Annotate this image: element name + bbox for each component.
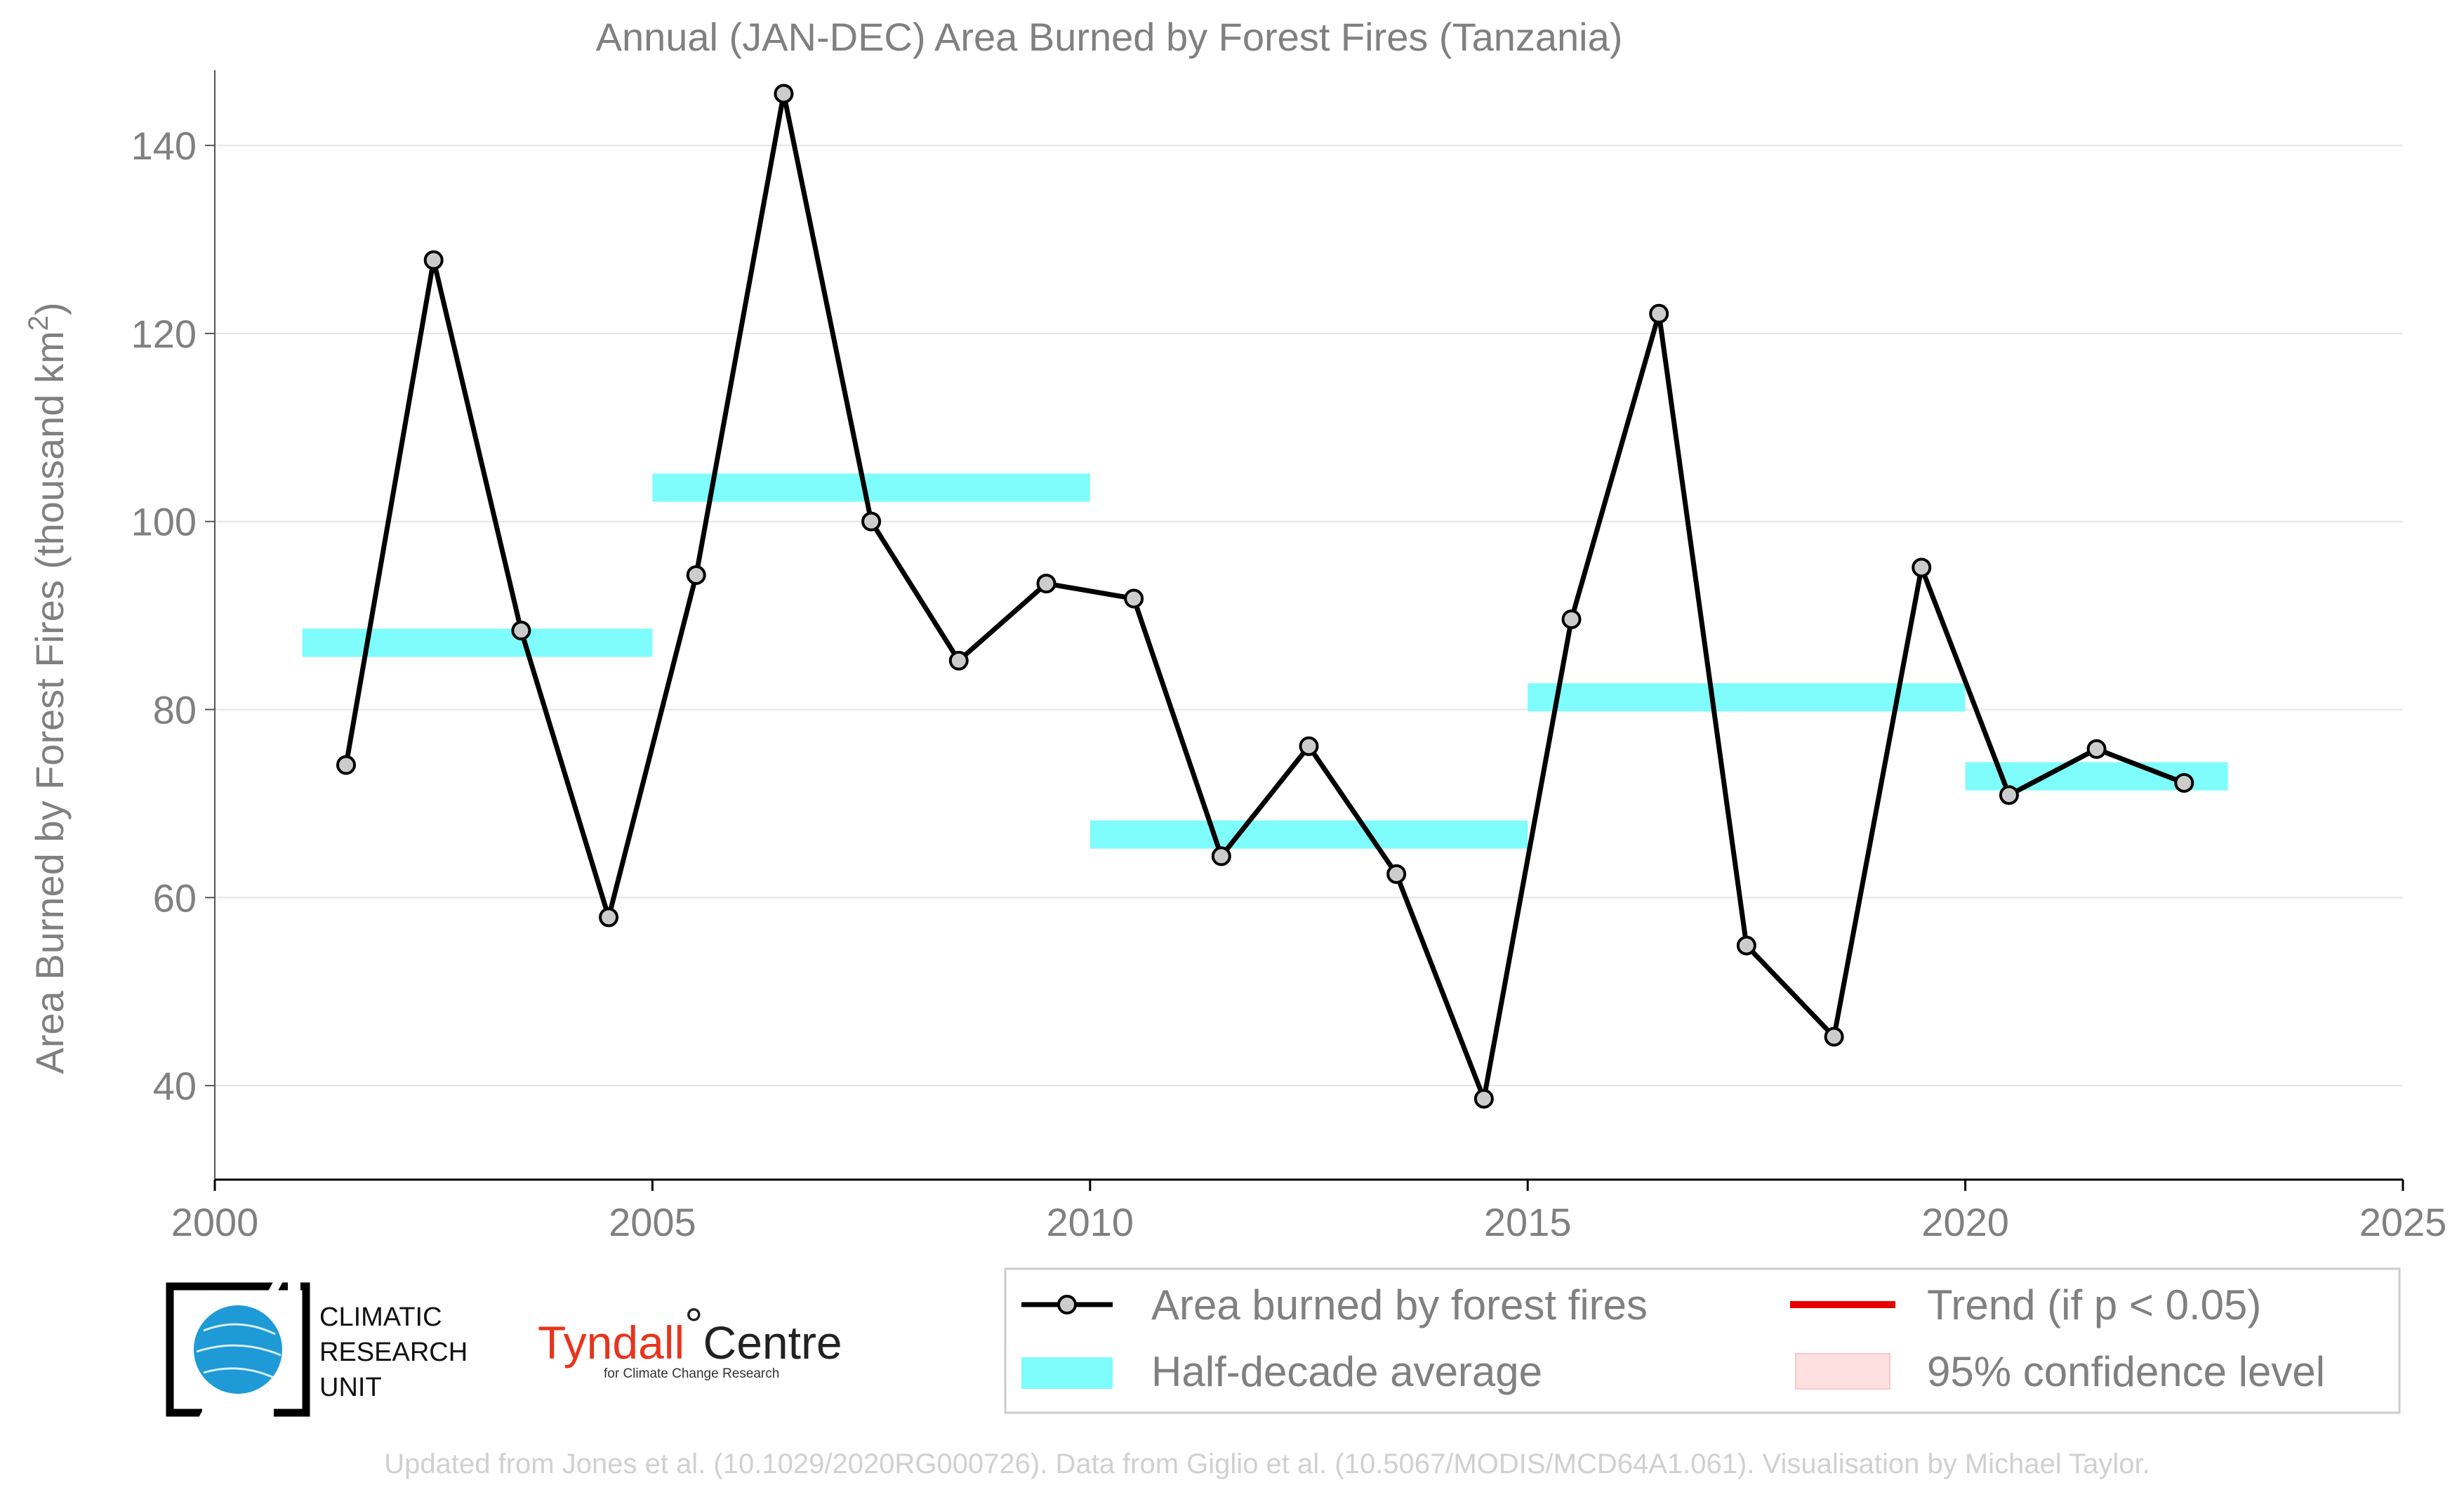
data-point	[1649, 303, 1669, 324]
x-tick-label: 2025	[2359, 1200, 2447, 1244]
half-decade-band	[302, 628, 653, 657]
legend-label-trend: Trend (if p < 0.05)	[1927, 1281, 2261, 1328]
x-tick-label: 2000	[171, 1200, 259, 1244]
svg-text:for Climate Change Research: for Climate Change Research	[604, 1366, 779, 1381]
data-point	[1824, 1027, 1844, 1047]
y-tick-label: 40	[153, 1064, 197, 1108]
data-point	[1036, 574, 1057, 594]
legend-marker-area-burned	[1057, 1295, 1077, 1314]
y-tick-label: 120	[131, 312, 197, 356]
svg-text:CLIMATIC: CLIMATIC	[319, 1303, 442, 1332]
data-point	[2086, 739, 2107, 759]
chart-title: Annual (JAN-DEC) Area Burned by Forest F…	[596, 15, 1623, 59]
data-point	[2174, 772, 2194, 793]
half-decade-band	[1528, 683, 1966, 712]
data-point	[1561, 609, 1582, 629]
legend-label-confidence: 95% confidence level	[1927, 1348, 2325, 1395]
data-point	[1299, 736, 1319, 756]
legend-swatch-confidence	[1795, 1353, 1890, 1390]
series-area-burned	[336, 84, 2194, 1109]
legend-swatch-half-decade	[1021, 1357, 1113, 1389]
data-point	[1999, 785, 2019, 805]
legend: Area burned by forest fires Half-decade …	[1004, 1267, 2401, 1414]
data-point	[861, 511, 882, 532]
data-point	[774, 84, 794, 104]
half-decade-bands	[302, 473, 2228, 849]
cru-logo: CLIMATIC RESEARCH UNIT	[166, 1277, 468, 1422]
y-axis-label: Area Burned by Forest Fires (thousand km…	[23, 302, 72, 1074]
svg-text:UNIT: UNIT	[319, 1373, 382, 1402]
data-point	[336, 755, 357, 775]
data-point	[1124, 588, 1144, 609]
data-point	[423, 250, 444, 270]
data-point	[1211, 846, 1231, 866]
legend-label-half-decade: Half-decade average	[1151, 1348, 1542, 1395]
grid-lines	[215, 145, 2403, 1087]
x-tick-label: 2010	[1047, 1200, 1134, 1244]
legend-label-area-burned: Area burned by forest fires	[1151, 1281, 1648, 1328]
y-tick-label: 60	[153, 876, 197, 920]
data-point	[599, 907, 619, 928]
data-point	[948, 650, 969, 671]
y-tick-label: 80	[153, 688, 197, 732]
data-point	[1473, 1088, 1494, 1109]
credit-line: Updated from Jones et al. (10.1029/2020R…	[384, 1449, 2150, 1479]
tick-labels: 40 60 80 100 120 140 2000 2005 2010 2015 2020 2025	[131, 124, 2447, 1244]
axes	[205, 70, 2404, 1191]
y-tick-label: 140	[131, 124, 197, 168]
tyndall-logo: Tyndall°Centre for Climate Change Resear…	[538, 1298, 842, 1381]
data-point	[1736, 935, 1756, 956]
data-point	[511, 621, 531, 641]
svg-text:RESEARCH: RESEARCH	[319, 1338, 468, 1367]
svg-text:Tyndall°Centre: Tyndall°Centre	[538, 1298, 842, 1369]
half-decade-band	[1089, 820, 1528, 849]
legend-frame	[1004, 1267, 2401, 1414]
y-tick-label: 100	[131, 500, 197, 544]
data-point	[1386, 864, 1407, 884]
data-point	[686, 565, 706, 586]
x-tick-label: 2020	[1921, 1200, 2009, 1244]
x-tick-label: 2015	[1484, 1200, 1572, 1244]
series-line	[343, 91, 2185, 1102]
data-point	[1912, 558, 1932, 578]
x-tick-label: 2005	[609, 1200, 696, 1244]
half-decade-band	[652, 473, 1090, 502]
